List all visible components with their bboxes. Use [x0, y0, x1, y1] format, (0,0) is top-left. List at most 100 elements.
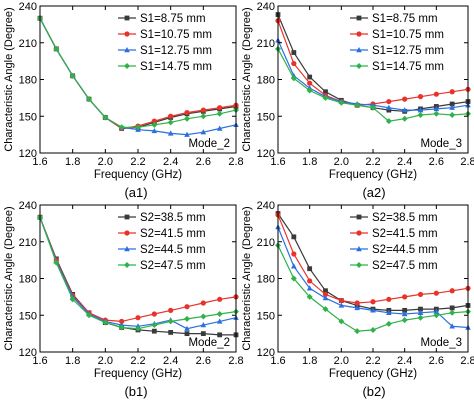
- data-point: [370, 299, 376, 305]
- data-point: [200, 322, 207, 328]
- y-tick-label: 210: [257, 237, 275, 249]
- y-tick-label: 210: [19, 38, 37, 50]
- data-point: [386, 296, 392, 302]
- x-tick-label: 2.6: [429, 355, 444, 367]
- y-axis-label: Characteristic Angle (Degree): [241, 206, 253, 350]
- data-point: [354, 328, 361, 335]
- data-point: [151, 311, 157, 317]
- chart-panel-4: 1.6 1.8 2.0 2.2 2.4 2.6 2.8 120 150 180 210 240 Freq…: [241, 200, 474, 399]
- data-point: [322, 94, 329, 101]
- y-tick-label: 120: [257, 347, 275, 359]
- y-tick-label: 150: [257, 310, 275, 322]
- legend: S2=38.5 mm S2=41.5 mm S2=44.5 mm S2=47.5 mm: [118, 212, 206, 272]
- data-point: [119, 318, 125, 324]
- data-point: [449, 305, 455, 311]
- legend: S2=38.5 mm S2=41.5 mm S2=44.5 mm S2=47.5 mm: [350, 212, 438, 272]
- data-point: [118, 124, 125, 131]
- data-point: [200, 300, 206, 306]
- y-tick-label: 120: [19, 148, 37, 160]
- data-point: [354, 304, 360, 311]
- data-point: [307, 278, 313, 284]
- legend-swatch-marker: [124, 15, 130, 21]
- data-point: [118, 324, 125, 331]
- legend-swatch-marker: [356, 15, 362, 21]
- data-point: [135, 325, 141, 332]
- y-tick-label: 210: [257, 38, 275, 50]
- data-point: [290, 275, 297, 282]
- x-tick-label: 2.2: [130, 355, 145, 367]
- data-point: [184, 131, 190, 137]
- data-point: [216, 311, 223, 318]
- data-point: [370, 307, 376, 313]
- data-point: [322, 295, 329, 301]
- data-point: [322, 306, 329, 313]
- data-point: [151, 328, 157, 334]
- x-tick-label: 2.8: [460, 156, 474, 168]
- data-point: [151, 118, 157, 124]
- x-tick-label: 1.8: [65, 355, 80, 367]
- data-point: [217, 332, 223, 338]
- data-point: [449, 288, 455, 294]
- series-line: [277, 245, 469, 332]
- series-line: [39, 217, 237, 330]
- panel-caption: (a2): [362, 185, 385, 200]
- series-4: [275, 242, 471, 335]
- legend-label: S2=44.5 mm: [372, 244, 438, 256]
- data-point: [370, 326, 376, 333]
- x-tick-label: 2.0: [98, 355, 113, 367]
- legend-swatch-marker: [356, 47, 362, 53]
- data-point: [402, 294, 408, 300]
- data-point: [184, 109, 190, 116]
- data-point: [168, 113, 174, 119]
- x-tick-label: 1.6: [270, 355, 285, 367]
- data-point: [433, 312, 440, 319]
- x-tick-label: 2.0: [334, 156, 349, 168]
- legend-swatch-marker: [356, 63, 362, 69]
- panel-caption: (b1): [124, 384, 147, 399]
- data-point: [433, 308, 440, 314]
- data-point: [290, 75, 297, 82]
- data-point: [449, 309, 456, 316]
- legend-label: S1=8.75 mm: [372, 13, 438, 25]
- mode-annotation: Mode_3: [420, 337, 462, 349]
- data-point: [402, 96, 408, 102]
- data-point: [386, 309, 392, 315]
- data-point: [216, 125, 223, 131]
- legend-swatch-marker: [124, 230, 130, 236]
- data-point: [184, 331, 190, 337]
- x-tick-label: 2.6: [196, 355, 211, 367]
- y-tick-label: 120: [257, 148, 275, 160]
- data-point: [69, 72, 76, 79]
- data-point: [449, 101, 455, 107]
- data-point: [338, 318, 345, 325]
- panel-caption: (a1): [124, 185, 147, 200]
- x-axis-label: Frequency (GHz): [329, 169, 417, 181]
- data-point: [200, 107, 206, 113]
- legend-label: S2=47.5 mm: [372, 260, 438, 272]
- legend-swatch-marker: [124, 31, 130, 37]
- data-point: [102, 114, 109, 121]
- series-3: [37, 214, 239, 331]
- data-point: [449, 104, 455, 110]
- y-tick-label: 180: [19, 274, 37, 286]
- data-point: [53, 45, 60, 52]
- legend-label: S1=12.75 mm: [372, 45, 444, 57]
- series-line: [39, 217, 237, 323]
- data-point: [401, 317, 408, 324]
- data-point: [322, 291, 329, 298]
- data-point: [291, 263, 297, 269]
- y-tick-label: 180: [257, 75, 275, 87]
- data-point: [385, 320, 392, 327]
- legend-label: S1=10.75 mm: [372, 29, 444, 41]
- data-point: [417, 107, 424, 113]
- data-point: [401, 107, 408, 113]
- y-tick-label: 180: [19, 75, 37, 87]
- data-point: [184, 115, 190, 122]
- data-point: [417, 94, 424, 100]
- data-point: [307, 80, 313, 86]
- legend-swatch-marker: [356, 262, 362, 268]
- data-point: [417, 314, 424, 321]
- data-point: [151, 322, 158, 329]
- x-axis-label: Frequency (GHz): [94, 368, 182, 380]
- chart-panel-3: 1.6 1.8 2.0 2.2 2.4 2.6 2.8 120 150 180 210 240 Freq…: [3, 200, 244, 399]
